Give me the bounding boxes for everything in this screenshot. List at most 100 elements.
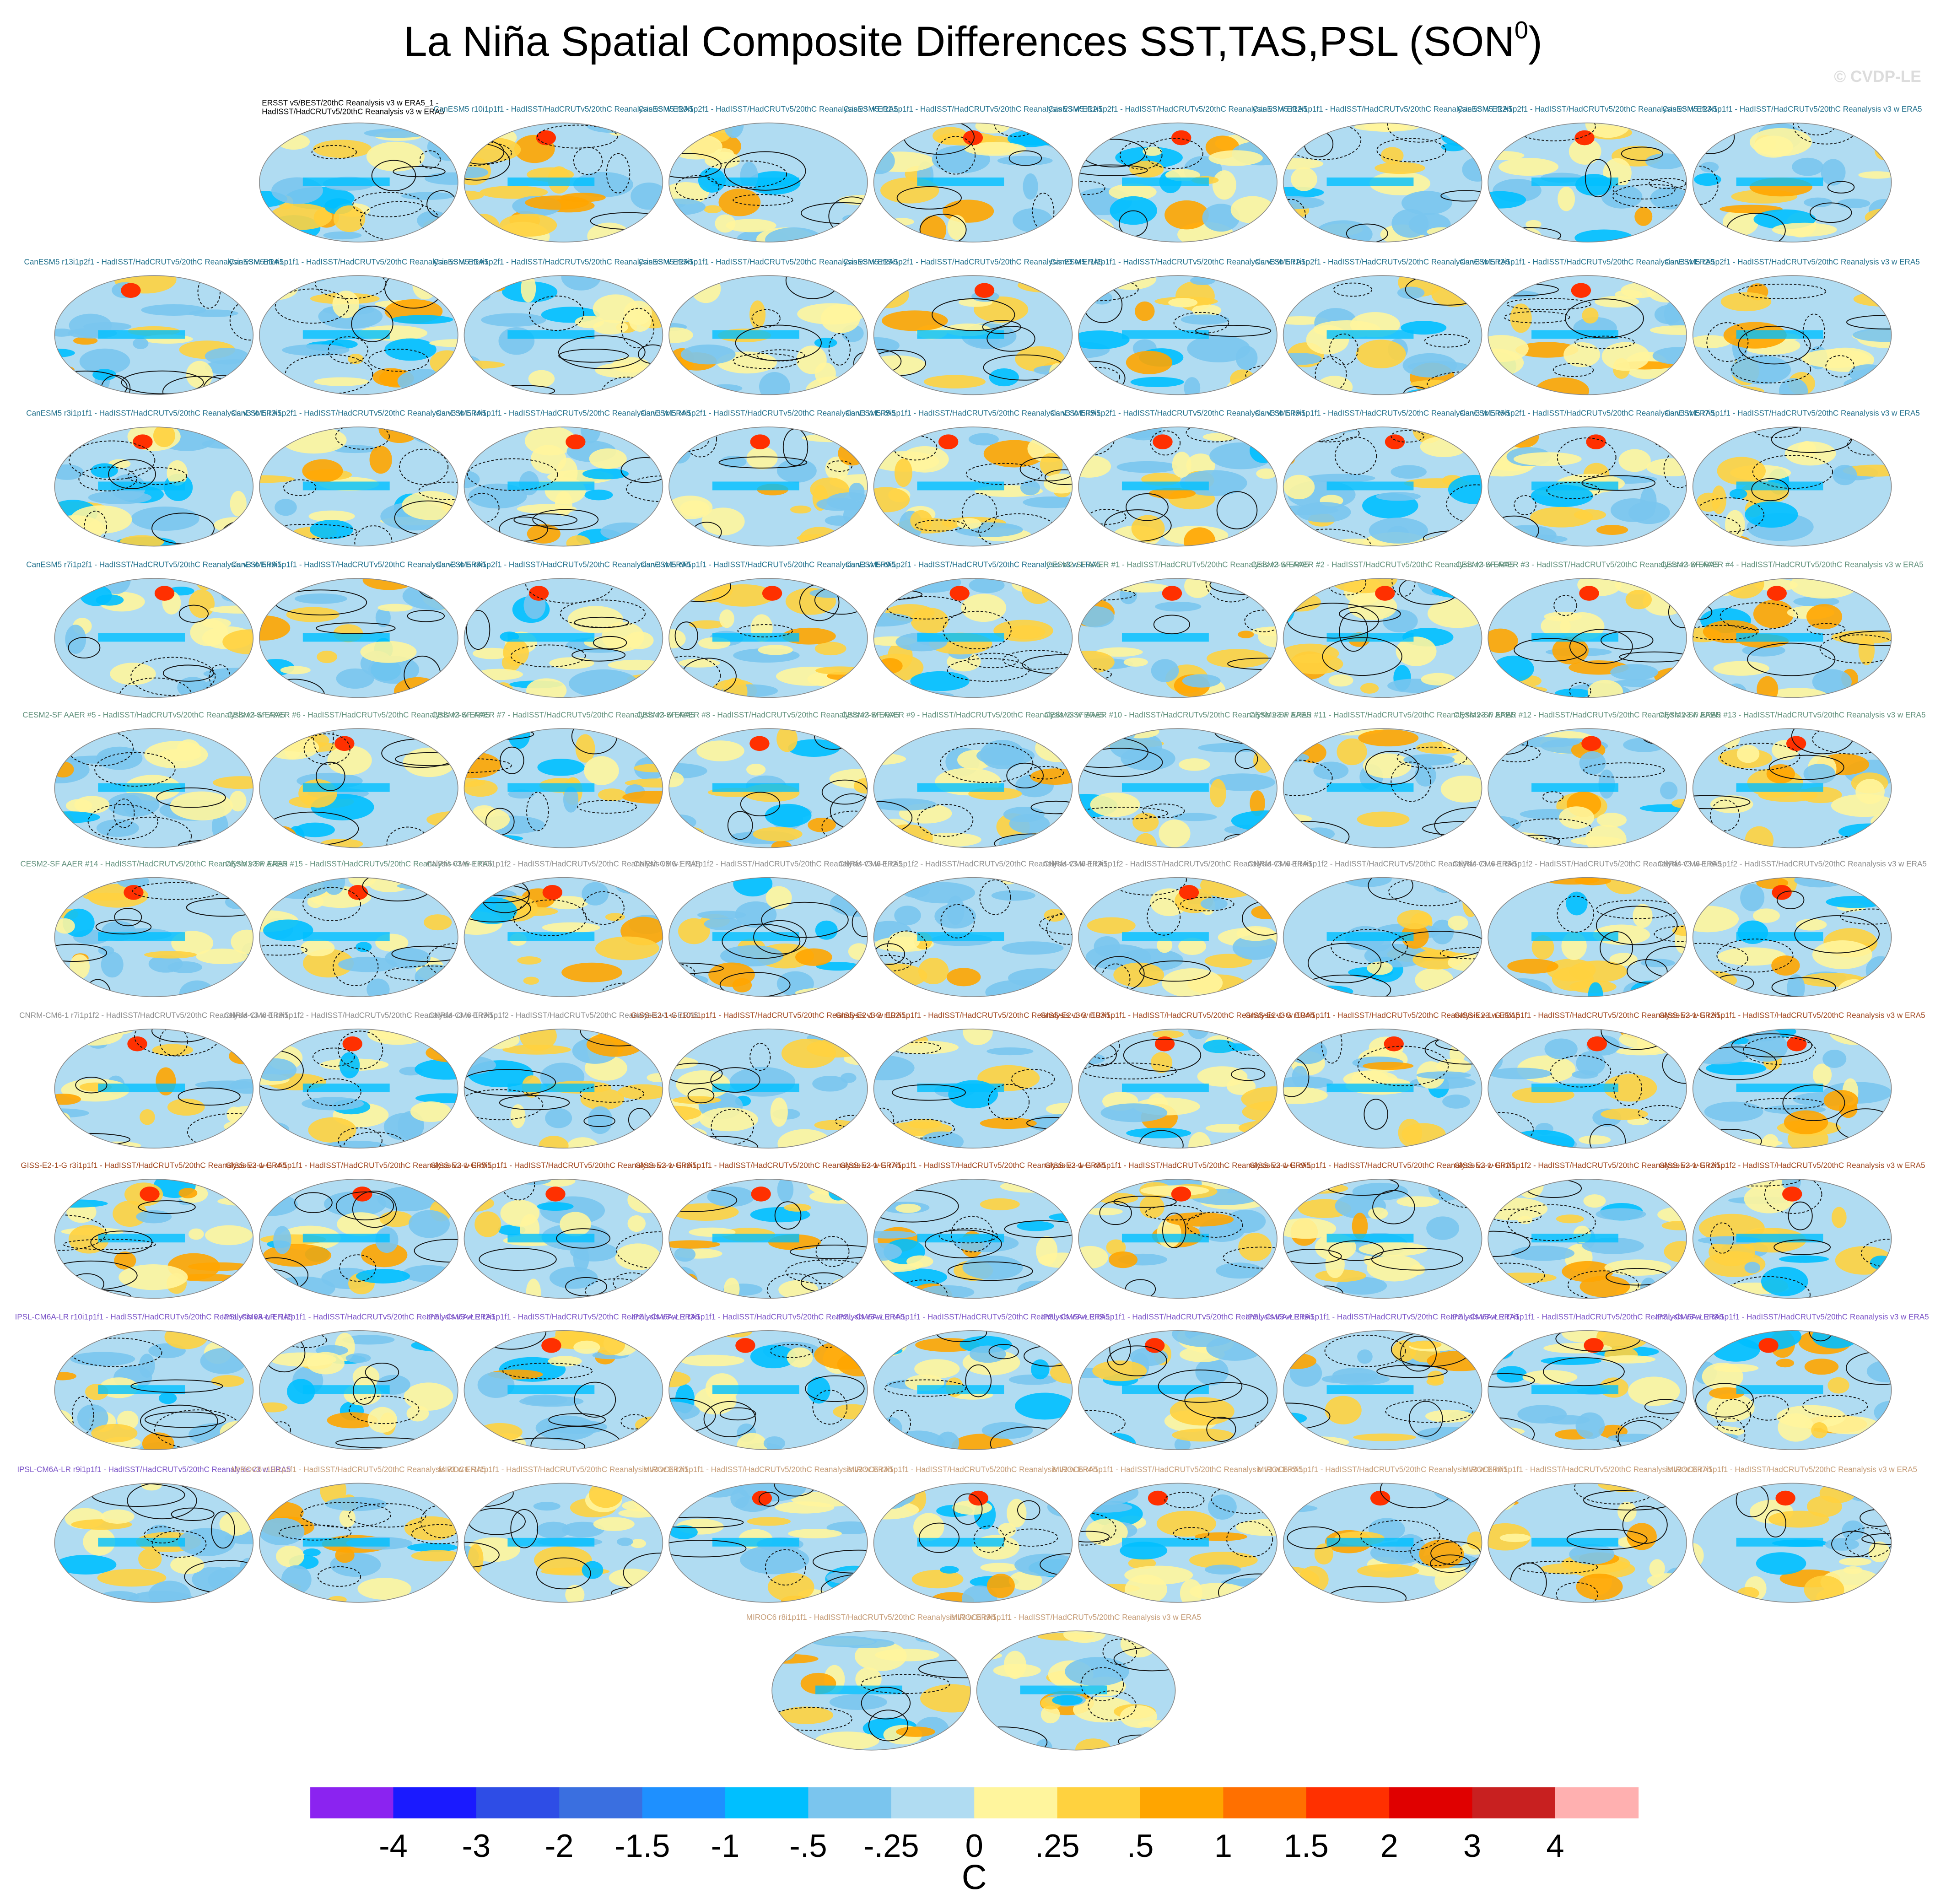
colorbar-label: -2 — [545, 1828, 574, 1864]
map-field — [1654, 305, 1682, 324]
map-panel — [1283, 1483, 1482, 1602]
map-field — [626, 883, 663, 895]
map-field — [1875, 140, 1892, 160]
map-panel — [1078, 123, 1278, 242]
map-field — [1046, 980, 1073, 997]
map-field — [313, 140, 372, 158]
psl-contour — [1619, 651, 1687, 663]
map-field — [1245, 1436, 1271, 1450]
map-field — [1008, 1374, 1057, 1385]
map-field — [697, 910, 746, 920]
map-field — [1145, 1338, 1165, 1353]
psl-contour — [499, 1095, 570, 1111]
map-field — [356, 942, 372, 952]
map-field — [480, 1031, 520, 1049]
map-field — [1709, 1387, 1745, 1399]
psl-contour — [178, 1087, 241, 1106]
map-outline — [873, 275, 1073, 395]
psl-contour — [724, 151, 806, 191]
map-field — [1283, 681, 1322, 698]
map-field — [882, 310, 948, 331]
psl-contour — [1557, 895, 1595, 933]
map-field — [1352, 1182, 1408, 1201]
map-field — [1030, 1359, 1050, 1380]
map-field — [1427, 599, 1482, 628]
map-field — [356, 1269, 410, 1284]
psl-contour — [307, 1078, 361, 1106]
psl-contour — [620, 457, 663, 483]
psl-contour — [108, 459, 156, 489]
panel-title: CanESM5 r12i1p1f1 - HadISST/HadCRUTv5/20… — [1253, 105, 1513, 113]
map-field — [441, 728, 458, 745]
map-field — [784, 1203, 811, 1212]
map-field — [212, 776, 253, 789]
map-field — [1730, 355, 1791, 384]
psl-contour — [556, 1228, 611, 1249]
map-field — [1493, 832, 1546, 847]
psl-contour — [107, 816, 192, 848]
map-field — [1740, 884, 1765, 912]
map-field — [368, 656, 420, 684]
map-field — [259, 1193, 298, 1216]
map-field — [1242, 541, 1267, 546]
map-field — [565, 1585, 585, 1602]
map-field — [219, 1029, 249, 1049]
psl-contour — [144, 1411, 226, 1428]
map-panel — [1283, 1330, 1482, 1450]
map-field — [814, 338, 837, 348]
psl-contour — [127, 467, 187, 485]
map-field — [1655, 232, 1687, 242]
map-field — [1576, 1051, 1606, 1076]
equatorial-band — [712, 330, 799, 339]
map-field — [1126, 351, 1173, 374]
map-field — [1711, 535, 1750, 546]
map-field — [1517, 1216, 1533, 1224]
map-field — [539, 1179, 576, 1187]
psl-contour — [526, 792, 549, 831]
psl-contour — [1507, 1204, 1596, 1241]
map-field — [682, 1273, 698, 1289]
map-field — [1640, 1278, 1657, 1299]
map-field — [816, 497, 858, 511]
map-field — [1700, 162, 1719, 173]
map-field — [837, 978, 859, 997]
map-field — [474, 669, 523, 680]
psl-contour — [1234, 749, 1258, 769]
map-field — [337, 1212, 384, 1236]
map-field — [914, 1359, 960, 1379]
map-field — [1586, 434, 1606, 449]
map-field — [334, 736, 355, 751]
map-field — [560, 1212, 591, 1236]
map-field — [747, 1517, 791, 1526]
map-outline — [1488, 728, 1687, 848]
map-field — [536, 1521, 571, 1539]
map-field — [190, 619, 228, 647]
map-field — [726, 219, 776, 232]
map-field — [704, 151, 741, 169]
psl-contour — [1078, 748, 1163, 777]
map-panel — [873, 1330, 1073, 1450]
map-field — [997, 156, 1053, 166]
map-field — [608, 659, 663, 670]
map-panel — [1693, 1330, 1892, 1450]
psl-contour — [1738, 325, 1811, 365]
map-field — [704, 917, 742, 931]
map-field — [348, 353, 364, 364]
map-field — [557, 458, 578, 487]
map-outline — [873, 1028, 1073, 1149]
panel-title: CESM2-SF AAER #5 - HadISST/HadCRUTv5/20t… — [22, 711, 285, 719]
map-field — [96, 746, 143, 770]
map-field — [377, 1186, 439, 1212]
equatorial-band — [1121, 330, 1209, 339]
psl-contour — [1440, 190, 1482, 202]
map-outline — [1078, 728, 1278, 848]
equatorial-band — [507, 177, 595, 186]
map-panel — [873, 275, 1073, 395]
map-field — [707, 1187, 755, 1207]
psl-contour — [892, 1084, 966, 1101]
map-field — [1499, 158, 1559, 176]
psl-contour — [1794, 915, 1880, 954]
psl-contour — [1488, 731, 1528, 755]
map-field — [1283, 1218, 1337, 1239]
psl-contour — [315, 275, 387, 299]
